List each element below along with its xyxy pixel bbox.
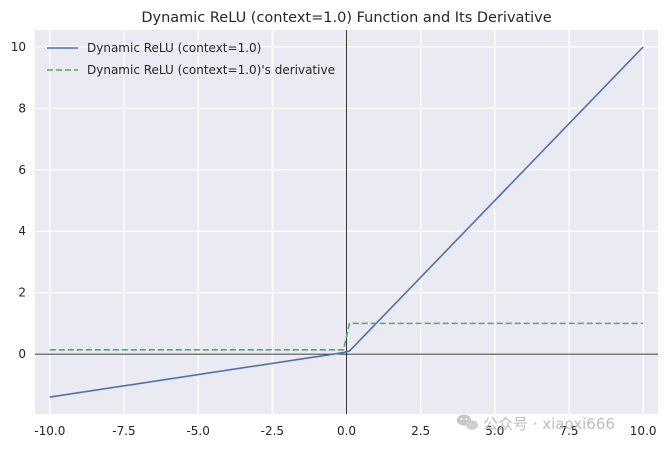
- legend-label: Dynamic ReLU (context=1.0)'s derivative: [87, 63, 335, 77]
- legend: Dynamic ReLU (context=1.0) Dynamic ReLU (…: [47, 41, 335, 77]
- y-tick-label: 10: [11, 40, 26, 54]
- chart-title: Dynamic ReLU (context=1.0) Function and …: [141, 10, 551, 26]
- x-tick-label: 10.0: [630, 424, 657, 438]
- derivative-line: [49, 322, 644, 351]
- y-tick-label: 2: [18, 286, 26, 300]
- x-tick-label: 0.0: [337, 424, 356, 438]
- watermark-text: 公众号 · xiaoxi666: [483, 415, 615, 433]
- x-tick-label: -10.0: [34, 424, 65, 438]
- reference-lines: [35, 30, 658, 414]
- tick-labels: -10.0 -7.5 -5.0 -2.5 0.0 2.5 5.0 7.5 10.0 0 2 4 6 8 10: [11, 40, 657, 438]
- x-tick-label: 5.0: [485, 424, 504, 438]
- watermark: 公众号 · xiaoxi666: [457, 414, 615, 433]
- y-tick-label: 6: [18, 163, 26, 177]
- x-tick-label: 2.5: [411, 424, 430, 438]
- y-tick-label: 8: [18, 101, 26, 115]
- y-tick-label: 0: [18, 347, 26, 361]
- function-line: [49, 46, 644, 398]
- x-tick-label: -5.0: [186, 424, 209, 438]
- x-tick-label: 7.5: [559, 424, 578, 438]
- wechat-icon: [457, 414, 478, 430]
- x-tick-label: -2.5: [261, 424, 284, 438]
- series-layer: [49, 46, 644, 398]
- y-tick-label: 4: [18, 224, 26, 238]
- x-tick-label: -7.5: [112, 424, 135, 438]
- legend-label: Dynamic ReLU (context=1.0): [87, 41, 261, 55]
